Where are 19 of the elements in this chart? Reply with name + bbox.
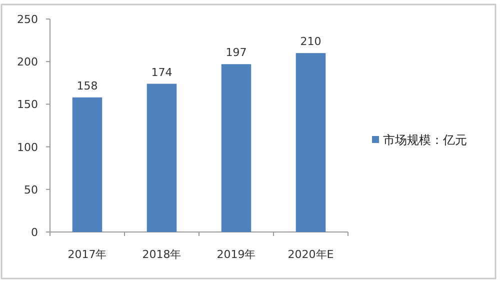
data-label: 210 [300,35,322,48]
y-tick-label: 200 [17,56,38,69]
y-tick-label: 50 [24,183,38,196]
legend: 市场规模：亿元 [372,133,467,147]
bar [296,53,326,232]
data-label: 197 [226,46,247,60]
x-tick-label: 2020年E [288,248,334,261]
x-tick-label: 2017年 [68,248,107,261]
x-tick-label: 2019年 [216,248,256,261]
x-tick-label: 2018年 [142,248,182,261]
bar [72,97,102,232]
bar [146,84,177,232]
y-tick-label: 100 [17,140,38,154]
y-tick-label: 250 [17,13,38,26]
data-label: 174 [151,66,172,79]
bar [221,64,252,232]
data-label: 158 [76,79,98,92]
y-tick-label: 150 [17,98,38,112]
y-tick-label: 0 [31,226,38,239]
